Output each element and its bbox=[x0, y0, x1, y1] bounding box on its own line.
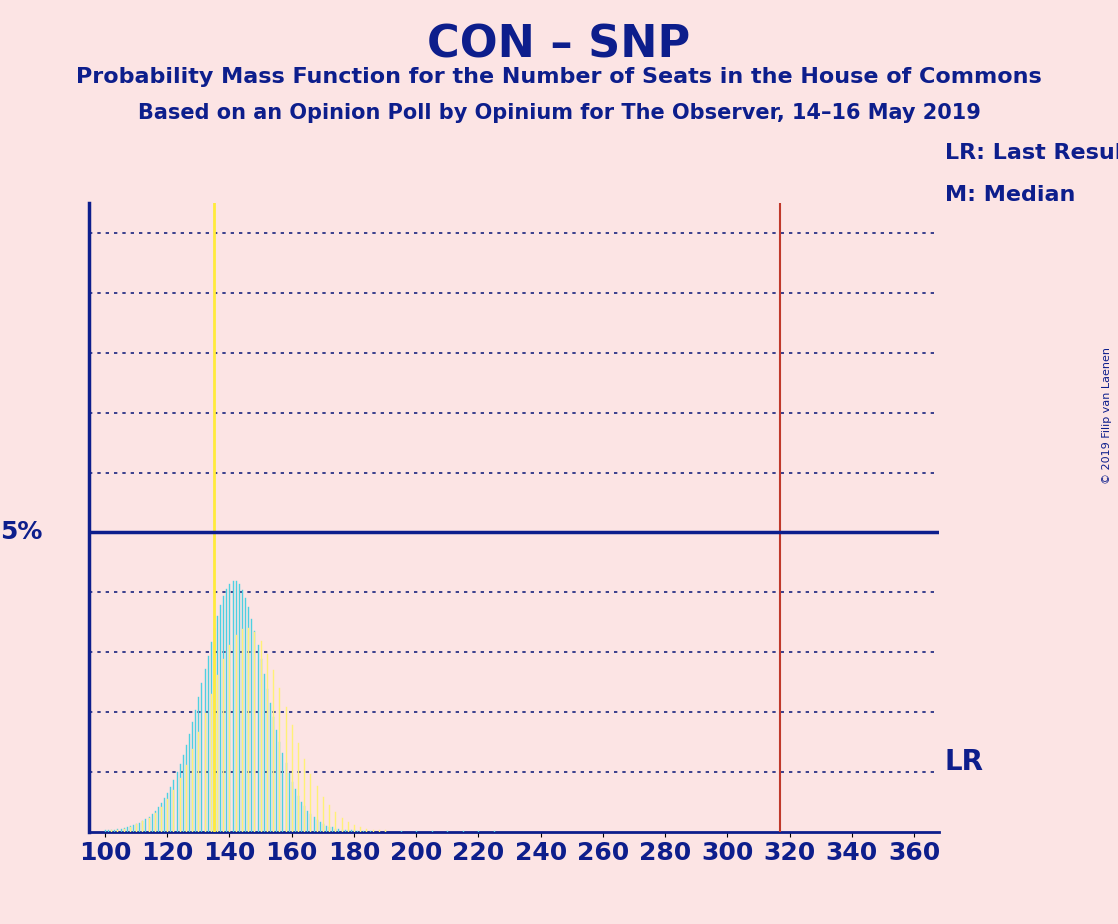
Text: © 2019 Filip van Laenen: © 2019 Filip van Laenen bbox=[1102, 347, 1112, 484]
Text: 5%: 5% bbox=[0, 520, 42, 544]
Text: LR: Last Result: LR: Last Result bbox=[945, 143, 1118, 164]
Text: CON – SNP: CON – SNP bbox=[427, 23, 691, 67]
Text: Based on an Opinion Poll by Opinium for The Observer, 14–16 May 2019: Based on an Opinion Poll by Opinium for … bbox=[138, 103, 980, 124]
Text: M: Median: M: Median bbox=[945, 185, 1076, 205]
Text: LR: LR bbox=[945, 748, 984, 776]
Text: Probability Mass Function for the Number of Seats in the House of Commons: Probability Mass Function for the Number… bbox=[76, 67, 1042, 87]
